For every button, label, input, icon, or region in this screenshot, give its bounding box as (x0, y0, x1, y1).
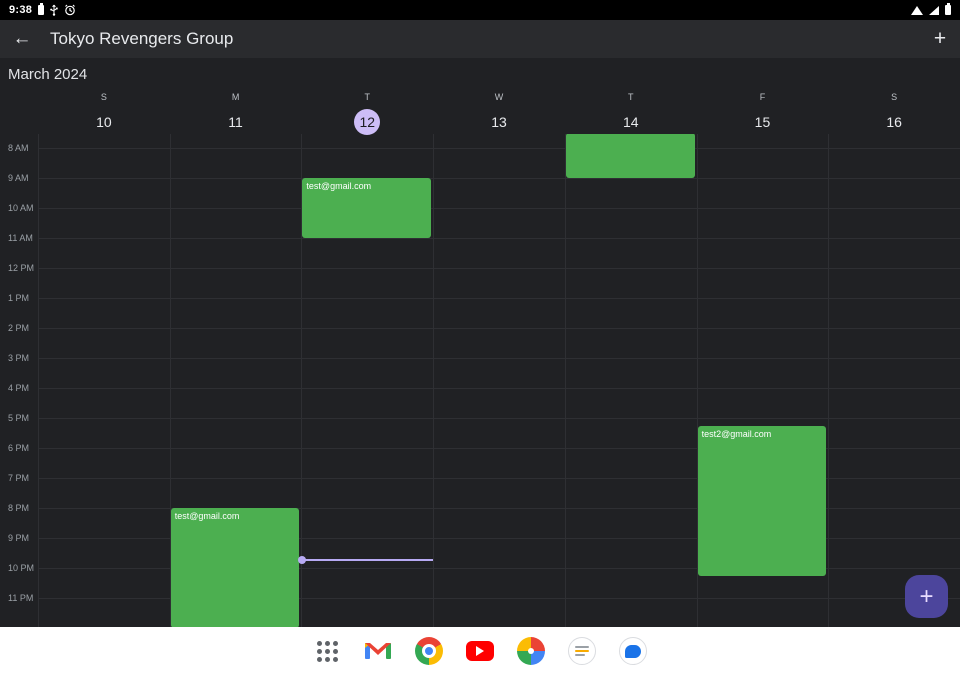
day-header: S 10 M 11 T 12 W 13 T 14 F 15 S 16 (38, 92, 960, 135)
event-block[interactable]: test@gmail.com (302, 178, 432, 238)
notes-icon[interactable] (567, 636, 597, 666)
hour-label: 7 PM (8, 473, 30, 483)
hour-line (38, 568, 960, 569)
chrome-icon[interactable] (414, 636, 444, 666)
hour-line (38, 208, 960, 209)
wifi-icon (911, 5, 923, 15)
event-block[interactable]: test2@gmail.com (697, 425, 827, 576)
clock: 9:38 (9, 4, 33, 16)
hour-label: 11 AM (8, 233, 33, 243)
day-number: 16 (886, 114, 902, 130)
day-number: 10 (96, 114, 112, 130)
day-letter: T (627, 92, 634, 102)
current-time-indicator (298, 556, 434, 564)
add-event-button[interactable]: + (933, 27, 947, 50)
day-column-line (696, 134, 698, 627)
day-letter: W (494, 92, 504, 102)
hour-line (38, 178, 960, 179)
hour-line (38, 298, 960, 299)
hour-label: 5 PM (8, 413, 30, 423)
event-block[interactable]: test@gmail.com (170, 508, 300, 627)
battery-icon (945, 3, 951, 15)
back-button[interactable]: ← (12, 28, 32, 49)
day-column-line (38, 134, 39, 627)
calendar-grid[interactable]: 8 AM 9 AM 10 AM 11 AM 12 PM 1 PM 2 PM 3 PM 4 PM 5… (0, 134, 960, 627)
day-header-cell[interactable]: F 15 (697, 92, 829, 135)
day-column-line (169, 134, 171, 627)
hour-label: 6 PM (8, 443, 30, 453)
day-number: 12 (354, 109, 381, 135)
page-title: Tokyo Revengers Group (50, 29, 234, 48)
day-column-line (564, 134, 566, 627)
event-title: test@gmail.com (174, 511, 240, 521)
dock (0, 627, 960, 675)
day-column-line (828, 134, 830, 627)
day-letter: F (759, 92, 766, 102)
day-letter: S (891, 92, 898, 102)
hour-line (38, 238, 960, 239)
event-title: test@gmail.com (306, 181, 372, 191)
hour-line (38, 538, 960, 539)
hour-label: 11 PM (8, 593, 34, 603)
hour-line (38, 148, 960, 149)
day-header-cell[interactable]: S 10 (38, 92, 170, 135)
battery-notification-icon (38, 3, 45, 15)
hour-line (38, 358, 960, 359)
hour-line (38, 418, 960, 419)
hour-label: 8 AM (8, 143, 29, 153)
day-number: 14 (622, 114, 639, 130)
usb-icon (50, 4, 58, 16)
status-bar: 9:38 (0, 0, 960, 20)
fab-create-button[interactable]: + (905, 575, 948, 618)
app-bar: ← Tokyo Revengers Group + (0, 20, 960, 58)
current-time-dot (298, 556, 307, 564)
event-block[interactable] (565, 134, 695, 178)
day-letter: T (364, 92, 371, 102)
day-number: 15 (754, 114, 771, 130)
hour-label: 9 PM (8, 533, 30, 543)
day-column-line (301, 134, 303, 627)
hour-label: 9 AM (8, 173, 29, 183)
day-number: 11 (228, 114, 243, 130)
hour-label: 12 PM (8, 263, 35, 273)
day-number: 13 (491, 114, 507, 130)
month-label: March 2024 (8, 66, 88, 83)
gmail-icon[interactable] (363, 636, 393, 666)
day-header-cell[interactable]: T 14 (565, 92, 697, 135)
day-letter: M (231, 92, 240, 102)
youtube-icon[interactable] (465, 636, 495, 666)
hour-line (38, 388, 960, 389)
hour-line (38, 328, 960, 329)
day-header-cell[interactable]: T 12 (301, 92, 433, 135)
day-column-line (433, 134, 435, 627)
app-grid-icon[interactable] (312, 636, 342, 666)
alarm-icon (65, 4, 76, 16)
event-title: test2@gmail.com (701, 428, 772, 439)
hour-label: 3 PM (8, 353, 30, 363)
hour-line (38, 478, 960, 479)
hour-label: 4 PM (8, 383, 30, 393)
hour-label: 8 PM (8, 503, 30, 513)
hour-line (38, 268, 960, 269)
messages-icon[interactable] (618, 636, 648, 666)
hour-line (38, 448, 960, 449)
day-header-cell[interactable]: S 16 (828, 92, 960, 135)
hour-label: 10 PM (8, 563, 35, 573)
day-header-cell[interactable]: M 11 (170, 92, 302, 135)
day-letter: S (100, 92, 107, 102)
day-header-cell[interactable]: W 13 (433, 92, 565, 135)
hour-label: 1 PM (8, 293, 30, 303)
hour-label: 2 PM (8, 323, 30, 333)
hour-line (38, 508, 960, 509)
photos-icon[interactable] (516, 636, 546, 666)
signal-icon (929, 5, 939, 15)
hour-label: 10 AM (8, 203, 34, 213)
hour-line (38, 598, 960, 599)
